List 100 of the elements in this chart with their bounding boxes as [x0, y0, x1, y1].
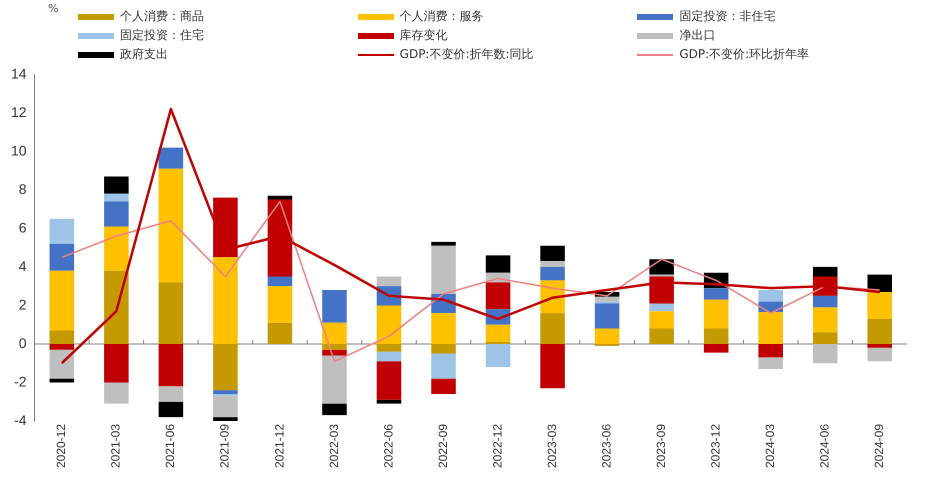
- bar: [812, 307, 838, 332]
- x-tick-label: 2022-12: [490, 424, 504, 468]
- bar: [867, 348, 892, 362]
- bar: [213, 344, 238, 390]
- x-tick-label: 2021-09: [218, 424, 232, 468]
- bar: [540, 344, 565, 388]
- x-tick-label: 2022-09: [436, 424, 450, 468]
- bar: [158, 344, 184, 386]
- x-tick-label: 2023-12: [708, 424, 722, 468]
- x-tick-label: 2024-06: [818, 424, 832, 468]
- bar: [812, 296, 838, 308]
- bar: [867, 344, 892, 348]
- bar: [104, 201, 129, 226]
- bar: [376, 352, 402, 362]
- y-tick-label: 12: [10, 104, 27, 120]
- bar: [158, 282, 184, 344]
- legend-label: GDP:不变价:折年数:同比: [400, 46, 534, 63]
- bar: [594, 304, 620, 329]
- bar: [486, 324, 510, 342]
- bar: [104, 270, 129, 344]
- legend-label: 净出口: [679, 27, 716, 44]
- bar: [431, 354, 456, 379]
- bar: [268, 322, 292, 344]
- bar: [322, 290, 347, 323]
- bar: [158, 148, 184, 169]
- bar: [322, 322, 347, 344]
- x-tick-label: 2023-06: [599, 424, 614, 468]
- bar: [540, 313, 565, 344]
- bar: [158, 402, 184, 418]
- x-tick-label: 2021-06: [163, 424, 178, 468]
- x-tick-label: 2022-06: [381, 424, 396, 468]
- bar: [431, 246, 456, 294]
- bar: [486, 255, 510, 273]
- y-axis-title: %: [48, 2, 58, 15]
- bar: [268, 196, 292, 200]
- bar: [376, 400, 402, 404]
- bar: [50, 244, 74, 271]
- bar: [213, 390, 238, 394]
- x-tick-label: 2021-03: [108, 424, 123, 468]
- bar: [594, 328, 620, 344]
- bar: [704, 328, 728, 344]
- y-tick-label: 14: [10, 65, 27, 82]
- x-tick-label: 2024-03: [762, 424, 777, 468]
- bar: [104, 344, 129, 382]
- bar: [213, 198, 238, 258]
- bar: [867, 318, 892, 344]
- x-tick-label: 2024-09: [872, 424, 886, 468]
- legend-label: 固定投资：非住宅: [679, 8, 776, 25]
- bar: [867, 292, 892, 319]
- y-tick-label: -4: [14, 412, 27, 428]
- bar: [758, 357, 783, 369]
- bar: [540, 266, 565, 280]
- bar: [50, 330, 74, 344]
- bar: [50, 270, 74, 330]
- y-tick-label: 6: [18, 219, 27, 236]
- bar: [376, 361, 402, 400]
- bar: [104, 382, 129, 404]
- bar: [540, 261, 565, 267]
- bar: [104, 194, 129, 202]
- bar: [431, 378, 456, 394]
- bar: [486, 282, 510, 310]
- bar: [104, 176, 129, 194]
- y-tick-label: 8: [18, 180, 27, 197]
- bar: [649, 311, 674, 329]
- bar: [758, 312, 783, 344]
- legend-label: 个人消费：商品: [120, 8, 204, 25]
- bar: [268, 286, 292, 323]
- bar: [376, 276, 402, 286]
- legend-label: 政府支出: [120, 46, 168, 63]
- bar: [322, 356, 347, 404]
- bar: [50, 218, 74, 244]
- bar: [649, 304, 674, 312]
- bar: [758, 290, 783, 302]
- bar: [268, 200, 292, 277]
- bar: [431, 313, 456, 344]
- bar: [758, 344, 783, 358]
- legend-label: 个人消费：服务: [400, 8, 484, 25]
- x-tick-label: 2023-03: [544, 424, 559, 468]
- bar: [268, 276, 292, 286]
- bar: [104, 226, 129, 271]
- legend-label: 库存变化: [400, 27, 448, 44]
- x-tick-label: 2022-03: [326, 424, 341, 468]
- y-tick-label: 2: [18, 296, 27, 312]
- bar: [213, 257, 238, 344]
- bar: [376, 305, 402, 344]
- bar: [322, 404, 347, 416]
- bar: [704, 288, 728, 300]
- bar: [649, 276, 674, 304]
- legend-label: 固定投资：住宅: [120, 27, 204, 44]
- bar: [540, 246, 565, 262]
- x-tick-label: 2021-12: [272, 424, 286, 468]
- bar: [50, 378, 74, 382]
- bar: [158, 168, 184, 282]
- bar: [867, 274, 892, 292]
- bar: [812, 344, 838, 364]
- bar: [213, 396, 238, 418]
- y-tick-label: 10: [10, 142, 27, 158]
- bar: [812, 332, 838, 344]
- legend-label: GDP:不变价:环比折年率: [679, 46, 810, 63]
- bar: [594, 296, 620, 302]
